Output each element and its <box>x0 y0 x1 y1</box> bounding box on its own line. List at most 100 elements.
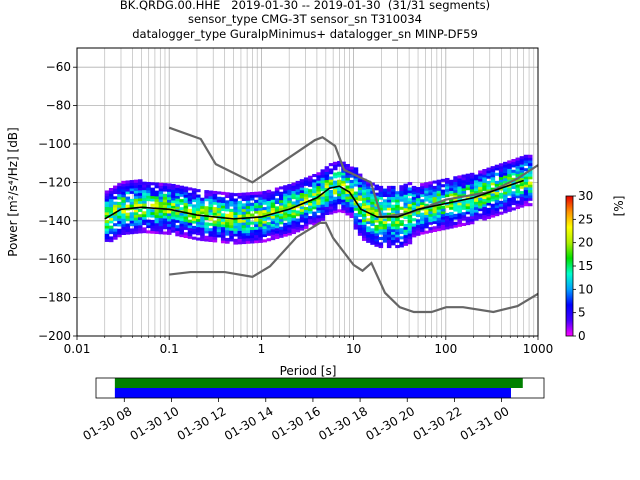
heatmap-cell <box>312 211 317 215</box>
heatmap-cell <box>407 235 413 239</box>
heatmap-cell <box>216 207 222 211</box>
heatmap-cell <box>527 184 533 188</box>
heatmap-cell <box>515 165 521 169</box>
heatmap-cell <box>142 213 147 218</box>
heatmap-cell <box>104 220 110 224</box>
heatmap-cell <box>254 191 259 195</box>
heatmap-cell <box>411 212 417 216</box>
heatmap-cell <box>444 204 450 208</box>
heatmap-cell <box>469 178 475 182</box>
heatmap-cell <box>503 177 508 182</box>
heatmap-cell <box>212 207 218 211</box>
heatmap-cell <box>212 196 218 200</box>
heatmap-cell <box>312 195 317 199</box>
heatmap-cell <box>108 193 114 197</box>
heatmap-cell <box>357 173 363 177</box>
heatmap-cell <box>519 201 525 205</box>
heatmap-cell <box>527 187 533 191</box>
heatmap-cell <box>200 235 205 239</box>
heatmap-cell <box>424 187 429 191</box>
heatmap-cell <box>374 238 379 242</box>
heatmap-cell <box>229 198 234 202</box>
heatmap-cell <box>366 226 371 230</box>
heatmap-cell <box>187 214 193 218</box>
heatmap-cell <box>287 197 292 201</box>
heatmap-cell <box>366 199 371 203</box>
heatmap-cell <box>150 187 155 191</box>
heatmap-cell <box>196 224 201 228</box>
heatmap-cell <box>133 222 139 226</box>
heatmap-cell <box>324 203 330 207</box>
heatmap-cell <box>324 168 330 172</box>
heatmap-cell <box>478 186 483 190</box>
heatmap-cell <box>465 181 471 185</box>
heatmap-cell <box>486 197 492 201</box>
heatmap-cell <box>428 197 433 201</box>
heatmap-cell <box>366 229 371 233</box>
heatmap-cell <box>121 215 126 219</box>
heatmap-cell <box>482 169 487 173</box>
heatmap-cell <box>474 209 479 213</box>
heatmap-cell <box>511 164 516 168</box>
heatmap-cell <box>411 185 417 189</box>
heatmap-cell <box>216 204 222 208</box>
heatmap-cell <box>461 185 467 189</box>
heatmap-cell <box>175 206 180 210</box>
heatmap-cell <box>216 218 222 222</box>
heatmap-cell <box>391 236 396 241</box>
heatmap-cell <box>237 238 243 242</box>
heatmap-cell <box>113 215 118 219</box>
heatmap-cell <box>196 226 201 230</box>
heatmap-cell <box>465 173 471 177</box>
heatmap-cell <box>237 214 243 218</box>
heatmap-cell <box>308 178 313 182</box>
heatmap-cell <box>357 197 363 201</box>
heatmap-cell <box>328 189 334 194</box>
heatmap-cell <box>432 212 438 216</box>
heatmap-cell <box>465 216 471 220</box>
heatmap-cell <box>291 193 297 197</box>
heatmap-cell <box>523 203 529 207</box>
heatmap-cell <box>137 198 143 202</box>
heatmap-cell <box>158 182 164 186</box>
heatmap-cell <box>349 196 355 200</box>
heatmap-cell <box>370 217 375 221</box>
heatmap-cell <box>249 208 255 212</box>
heatmap-cell <box>308 202 313 206</box>
heatmap-cell <box>183 216 189 220</box>
heatmap-cell <box>220 240 226 244</box>
heatmap-cell <box>283 222 288 226</box>
heatmap-cell <box>196 202 201 206</box>
heatmap-cell <box>241 224 247 228</box>
heatmap-cell <box>432 191 438 195</box>
heatmap-cell <box>378 185 384 189</box>
heatmap-cell <box>225 203 230 207</box>
heatmap-cell <box>291 201 297 205</box>
heatmap-cell <box>436 220 442 224</box>
heatmap-cell <box>233 241 238 245</box>
heatmap-cell <box>490 211 496 215</box>
heatmap-cell <box>399 236 404 240</box>
heatmap-cell <box>270 223 276 227</box>
heatmap-cell <box>108 217 114 221</box>
heatmap-cell <box>254 205 259 209</box>
heatmap-cell <box>332 161 338 165</box>
heatmap-cell <box>440 184 446 188</box>
heatmap-cell <box>370 206 375 210</box>
heatmap-cell <box>382 218 388 222</box>
heatmap-cell <box>469 199 475 203</box>
heatmap-cell <box>121 231 126 235</box>
heatmap-cell <box>154 190 160 194</box>
heatmap-cell <box>511 191 516 195</box>
heatmap-cell <box>113 231 118 235</box>
heatmap-cell <box>391 228 396 232</box>
heatmap-cell <box>233 225 238 229</box>
heatmap-cell <box>453 221 458 226</box>
heatmap-cell <box>133 228 139 232</box>
heatmap-cell <box>229 208 234 212</box>
heatmap-cell <box>440 224 446 228</box>
heatmap-cell <box>366 196 371 200</box>
heatmap-cell <box>428 219 433 223</box>
timeline-tick-label: 01-30 20 <box>363 404 417 443</box>
heatmap-cell <box>121 199 126 203</box>
